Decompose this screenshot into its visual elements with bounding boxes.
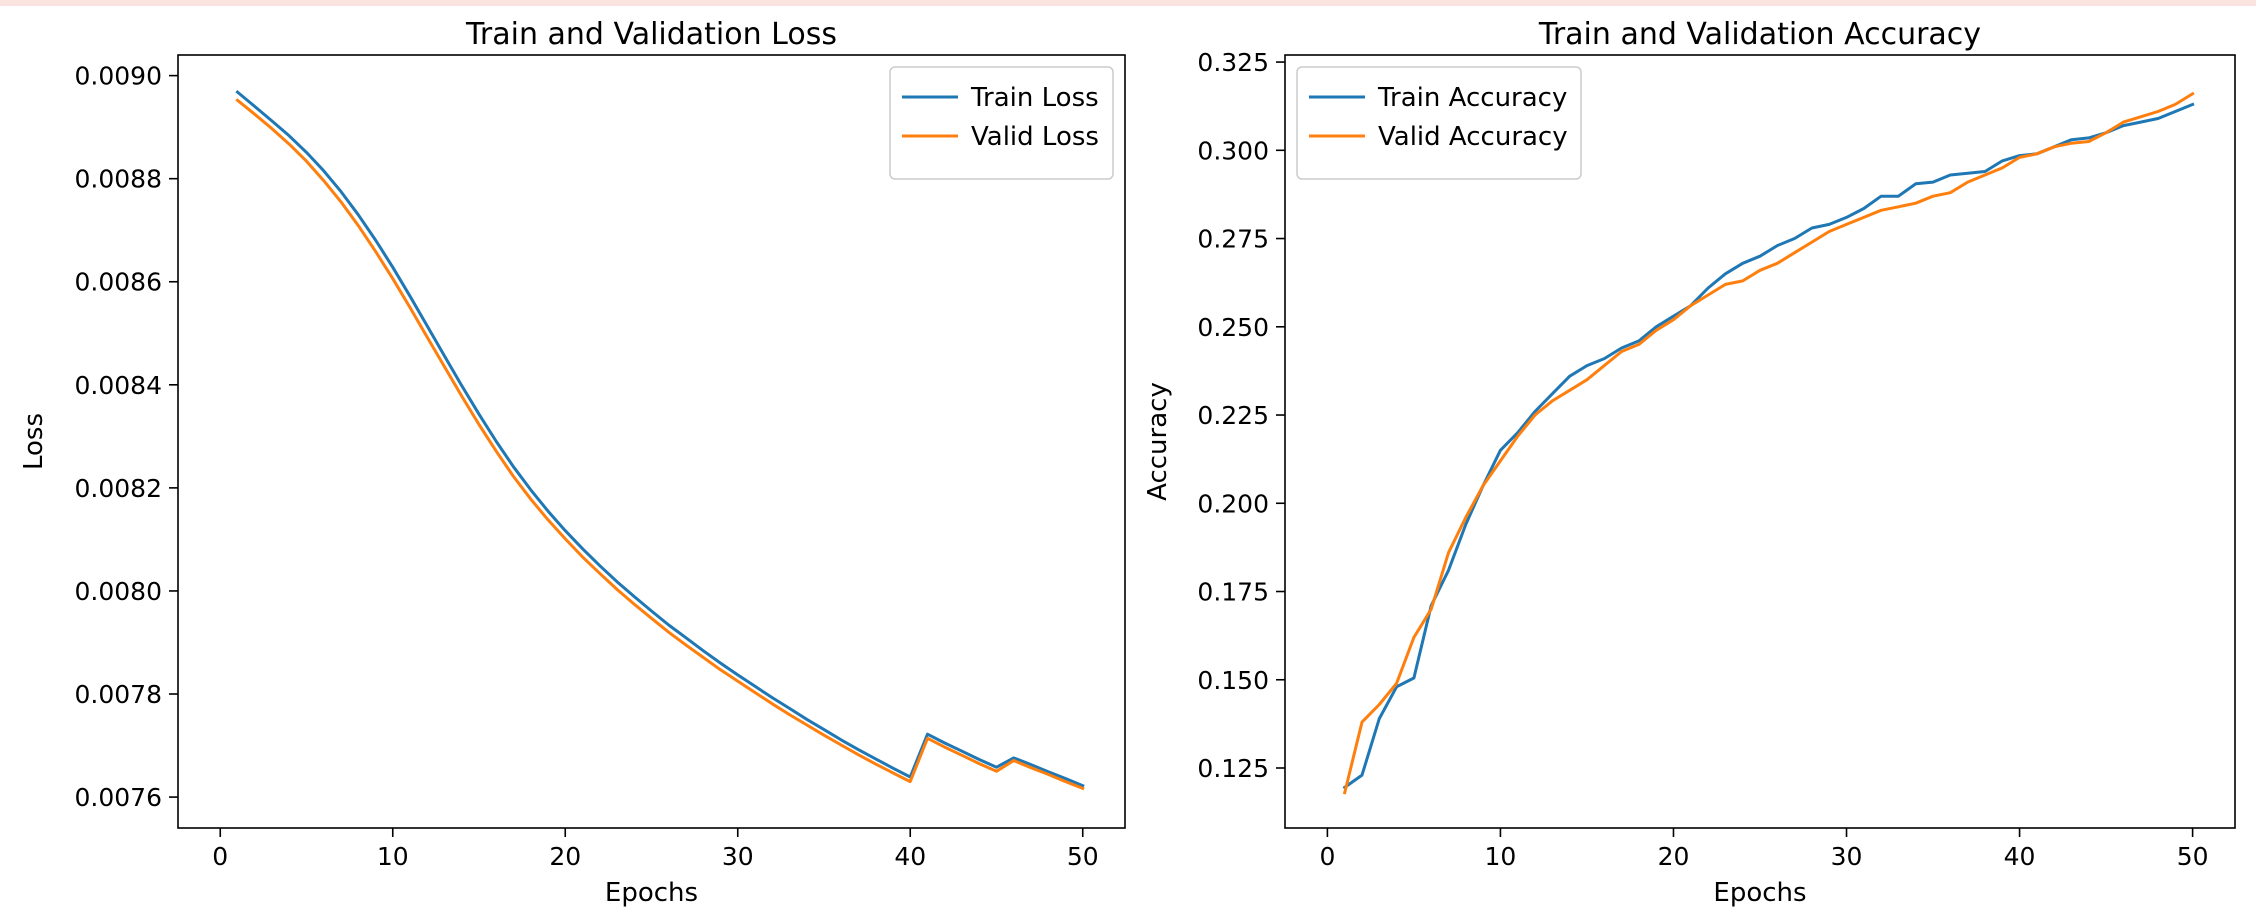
legend-label-train-loss: Train Loss (970, 83, 1099, 113)
y-tick-label: 0.300 (1197, 136, 1269, 165)
x-tick-label: 0 (1319, 842, 1335, 871)
x-tick-label: 30 (722, 842, 754, 871)
y-tick-label: 0.225 (1197, 401, 1269, 430)
x-tick-label: 0 (212, 842, 228, 871)
y-tick-label: 0.250 (1197, 313, 1269, 342)
loss-legend: Train Loss Valid Loss (889, 66, 1114, 180)
loss-plot-frame (177, 54, 1126, 829)
accuracy-legend-box (1296, 66, 1582, 180)
accuracy-plot-frame (1284, 54, 2236, 829)
y-tick-label: 0.0084 (75, 371, 162, 400)
y-tick-label: 0.150 (1197, 666, 1269, 695)
x-tick-label: 40 (2004, 842, 2036, 871)
y-tick-label: 0.0078 (75, 680, 162, 709)
x-tick-label: 30 (1831, 842, 1863, 871)
y-tick-label: 0.0090 (75, 62, 162, 91)
x-tick-label: 50 (1067, 842, 1099, 871)
accuracy-x-axis-label: Epochs (1713, 878, 1806, 908)
x-tick-label: 10 (377, 842, 409, 871)
loss-y-axis-label: Loss (19, 413, 49, 470)
y-tick-label: 0.325 (1197, 48, 1269, 77)
y-tick-label: 0.0088 (75, 165, 162, 194)
y-tick-label: 0.0080 (75, 577, 162, 606)
loss-axis-ticks: 0 10 20 30 40 50 0.0076 0.0078 0.0080 0.0082 0.008… (75, 62, 1099, 871)
loss-series-lines (235, 89, 1085, 791)
x-tick-label: 20 (1658, 842, 1690, 871)
series-line-train-loss (235, 89, 1085, 788)
loss-chart: Train and Validation Loss Epochs Loss 0 1… (19, 17, 1126, 908)
series-line-valid-loss (235, 98, 1085, 791)
accuracy-chart-title: Train and Validation Accuracy (1538, 17, 1981, 52)
legend-label-valid-loss: Valid Loss (971, 122, 1099, 152)
accuracy-series-lines (1342, 91, 2195, 795)
y-tick-label: 0.0086 (75, 268, 162, 297)
series-line-valid-accuracy (1342, 91, 2195, 795)
legend-label-train-accuracy: Train Accuracy (1377, 83, 1567, 113)
x-tick-label: 40 (894, 842, 926, 871)
y-tick-label: 0.0076 (75, 783, 162, 812)
accuracy-legend: Train Accuracy Valid Accuracy (1296, 66, 1582, 180)
accuracy-axis-ticks: 0 10 20 30 40 50 0.125 0.150 0.175 0.200 0.225 0.25… (1197, 48, 2208, 871)
y-tick-label: 0.175 (1197, 578, 1269, 607)
accuracy-y-axis-label: Accuracy (1143, 382, 1173, 501)
x-tick-label: 20 (549, 842, 581, 871)
legend-label-valid-accuracy: Valid Accuracy (1378, 122, 1568, 152)
y-tick-label: 0.275 (1197, 225, 1269, 254)
series-line-train-accuracy (1342, 102, 2195, 790)
x-tick-label: 10 (1485, 842, 1517, 871)
y-tick-label: 0.0082 (75, 474, 162, 503)
y-tick-label: 0.125 (1197, 754, 1269, 783)
accuracy-chart: Train and Validation Accuracy Epochs Acc… (1143, 17, 2236, 908)
top-color-band (0, 0, 2256, 6)
loss-legend-box (889, 66, 1114, 180)
y-tick-label: 0.200 (1197, 489, 1269, 518)
loss-chart-title: Train and Validation Loss (465, 17, 837, 52)
x-tick-label: 50 (2177, 842, 2209, 871)
loss-x-axis-label: Epochs (605, 878, 698, 908)
